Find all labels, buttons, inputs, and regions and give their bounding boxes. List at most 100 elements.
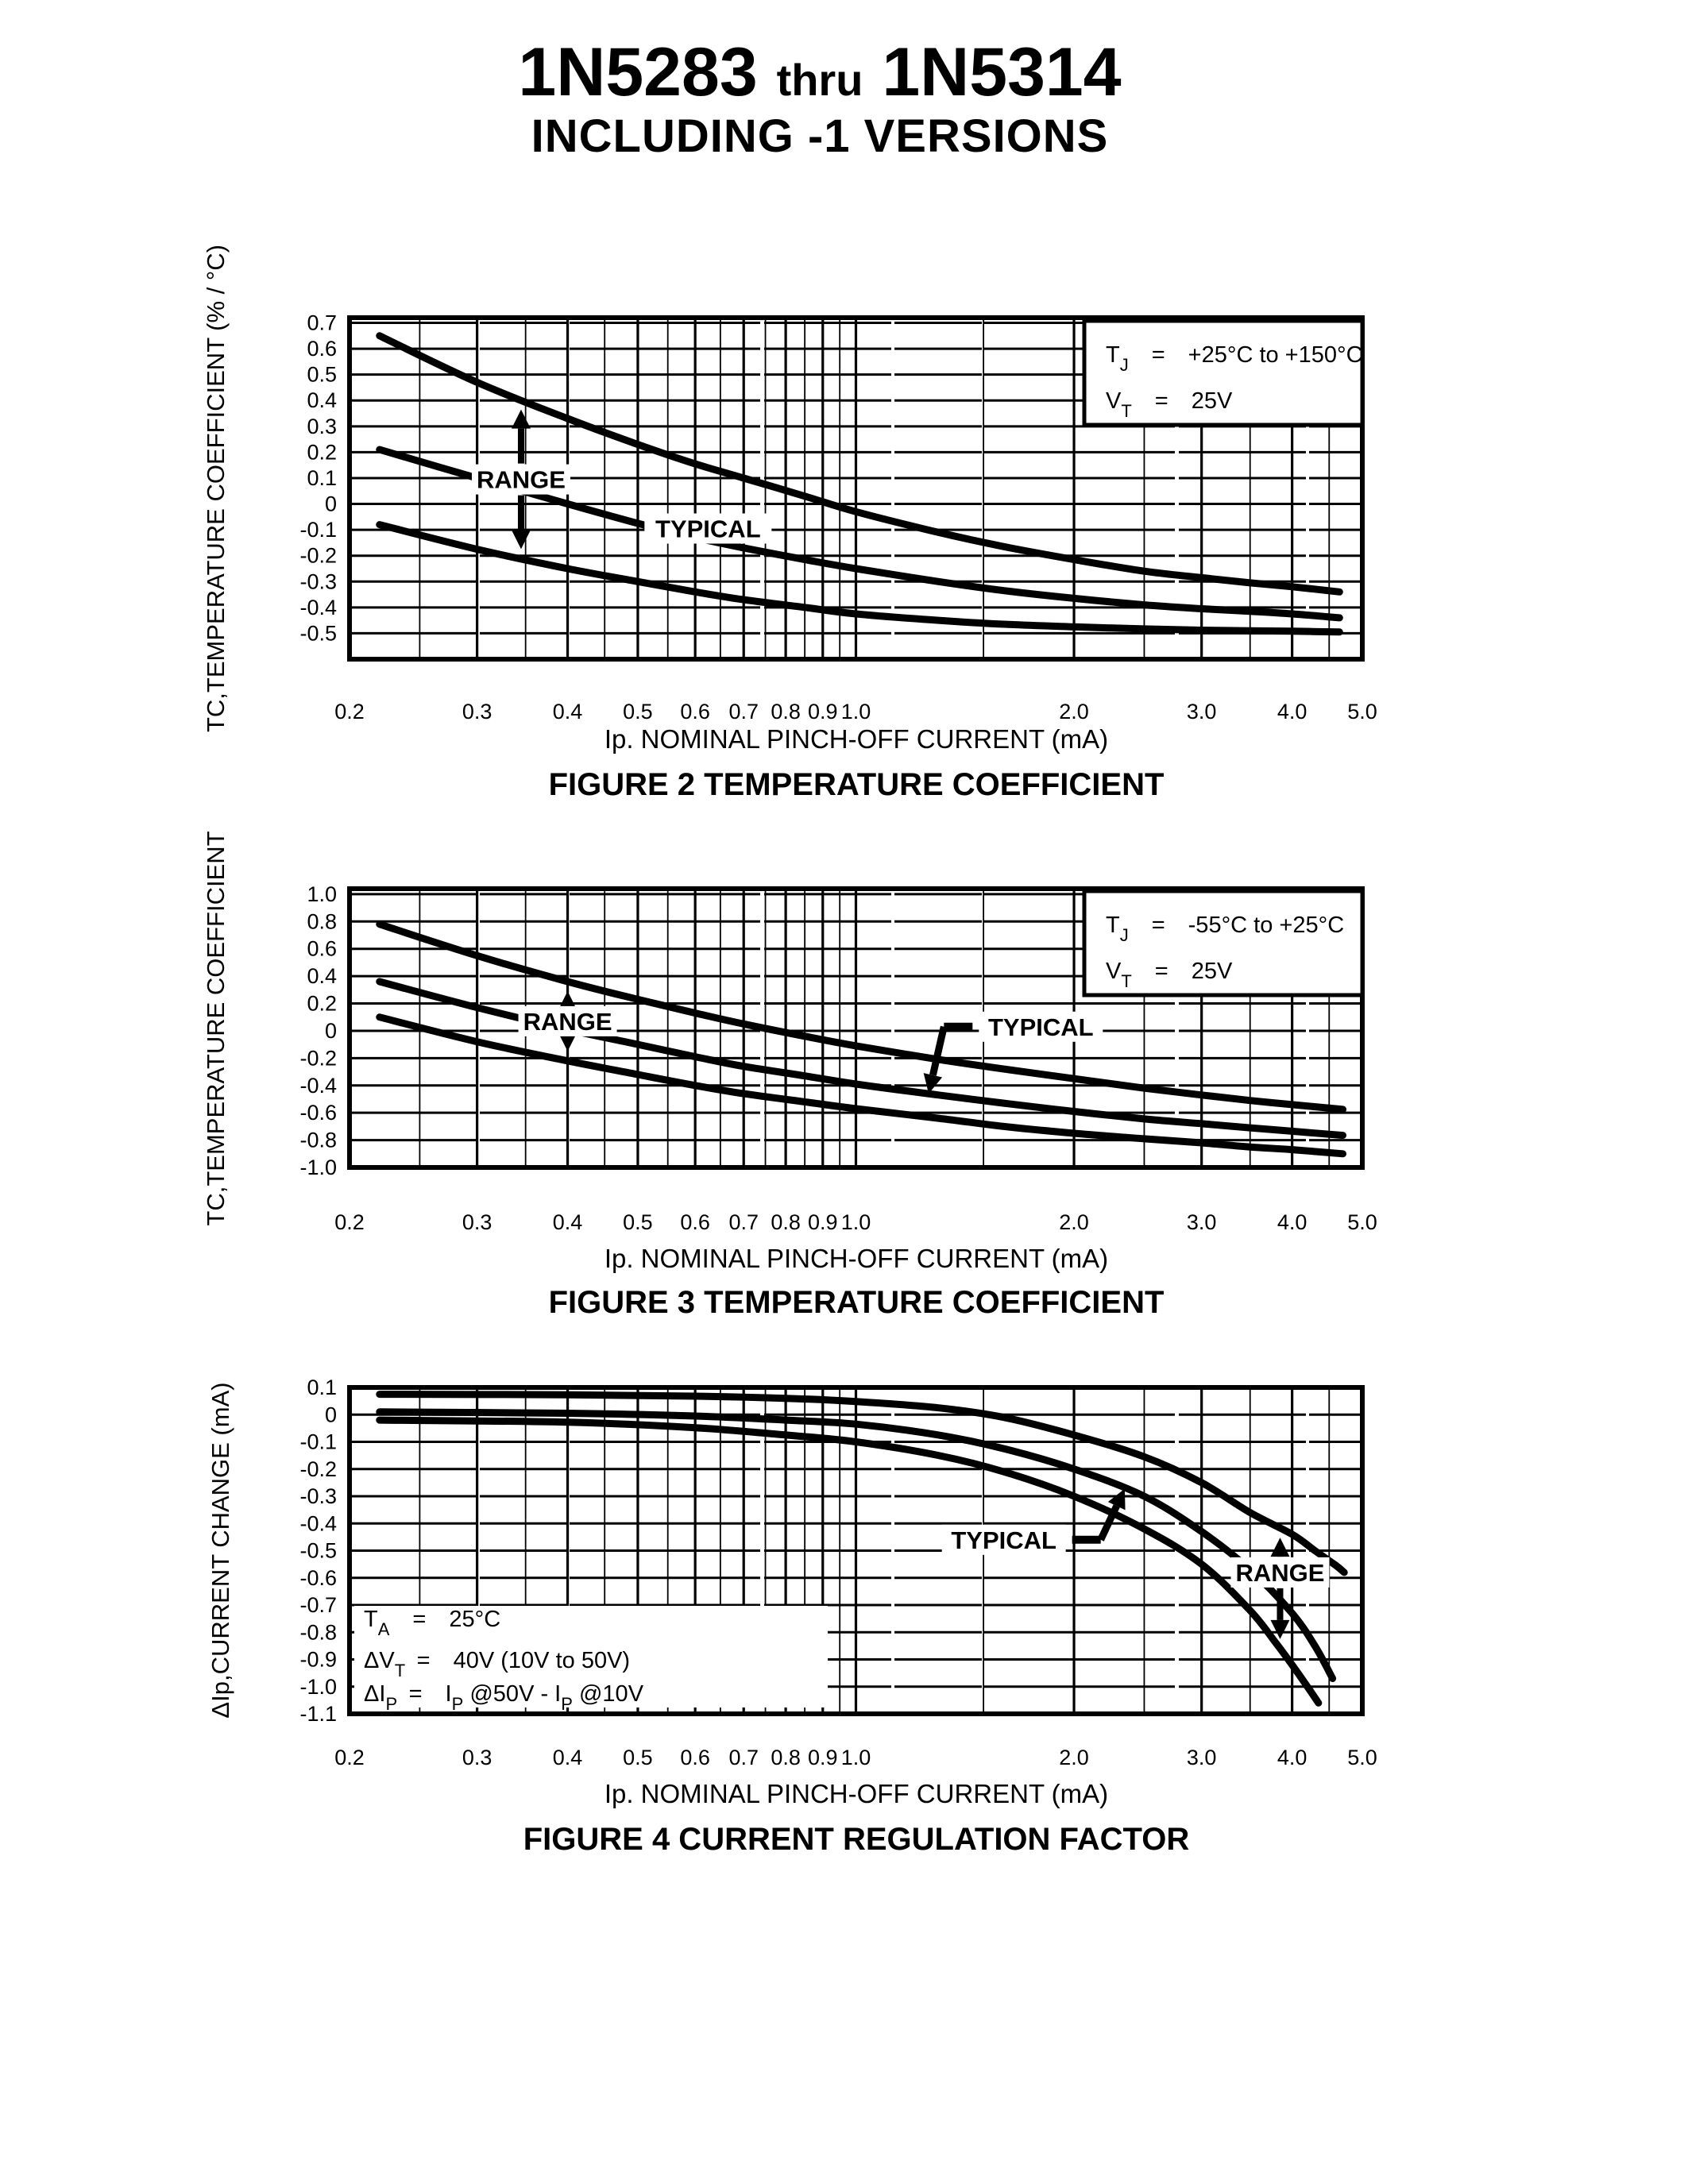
- svg-text:3.0: 3.0: [1187, 1210, 1217, 1234]
- svg-text:-0.2: -0.2: [299, 544, 337, 568]
- figure4-y-axis-label: ΔIp,CURRENT CHANGE (mA): [207, 1382, 234, 1719]
- svg-text:0.6: 0.6: [680, 700, 710, 723]
- svg-text:0.2: 0.2: [334, 1746, 365, 1769]
- svg-text:-0.9: -0.9: [299, 1648, 337, 1672]
- svg-text:0.7: 0.7: [307, 311, 337, 335]
- svg-text:5.0: 5.0: [1347, 700, 1377, 723]
- svg-text:0.6: 0.6: [680, 1210, 710, 1234]
- svg-text:TA = 25°C: TA = 25°C: [364, 1607, 500, 1639]
- svg-text:-0.3: -0.3: [299, 1484, 337, 1508]
- svg-text:0.3: 0.3: [462, 1746, 492, 1769]
- svg-text:4.0: 4.0: [1277, 1210, 1308, 1234]
- svg-text:0.2: 0.2: [334, 700, 365, 723]
- svg-text:3.0: 3.0: [1187, 1746, 1217, 1769]
- svg-text:RANGE: RANGE: [477, 466, 566, 494]
- svg-text:RANGE: RANGE: [523, 1008, 612, 1036]
- svg-text:0.3: 0.3: [462, 700, 492, 723]
- svg-text:VT = 25V: VT = 25V: [1106, 959, 1233, 991]
- svg-text:0: 0: [325, 1019, 337, 1043]
- svg-text:0.9: 0.9: [808, 1746, 838, 1769]
- svg-text:0.2: 0.2: [334, 1210, 365, 1234]
- svg-text:0: 0: [325, 1403, 337, 1426]
- svg-text:0.5: 0.5: [307, 363, 337, 387]
- svg-text:-0.8: -0.8: [299, 1129, 337, 1152]
- svg-text:0.4: 0.4: [553, 1746, 583, 1769]
- svg-text:-0.2: -0.2: [299, 1457, 337, 1481]
- svg-text:-0.5: -0.5: [299, 1539, 337, 1563]
- svg-text:0.3: 0.3: [462, 1210, 492, 1234]
- svg-text:0.8: 0.8: [771, 1210, 801, 1234]
- svg-text:0.5: 0.5: [623, 1746, 653, 1769]
- svg-text:0.5: 0.5: [623, 700, 653, 723]
- svg-text:0.3: 0.3: [307, 415, 337, 438]
- svg-text:TYPICAL: TYPICAL: [988, 1013, 1094, 1041]
- figure2-x-axis-label: Ip. NOMINAL PINCH-OFF CURRENT (mA): [604, 724, 1109, 754]
- svg-text:0.1: 0.1: [307, 1376, 337, 1399]
- svg-text:-1.0: -1.0: [299, 1675, 337, 1699]
- svg-text:2.0: 2.0: [1059, 1746, 1089, 1769]
- svg-text:0.4: 0.4: [307, 964, 337, 988]
- svg-text:0.6: 0.6: [307, 337, 337, 361]
- svg-text:0.7: 0.7: [728, 1746, 759, 1769]
- figure4-x-axis-label: Ip. NOMINAL PINCH-OFF CURRENT (mA): [604, 1779, 1109, 1808]
- svg-text:-0.4: -0.4: [299, 1074, 337, 1098]
- svg-text:0.6: 0.6: [680, 1746, 710, 1769]
- svg-text:1.0: 1.0: [841, 1210, 871, 1234]
- title-part-number-start: 1N5283: [518, 34, 758, 110]
- svg-text:1.0: 1.0: [307, 882, 337, 906]
- svg-text:VT = 25V: VT = 25V: [1106, 388, 1233, 421]
- svg-text:0.9: 0.9: [808, 700, 838, 723]
- svg-text:TJ = -55°C to +25°C: TJ = -55°C to +25°C: [1106, 913, 1344, 945]
- svg-text:2.0: 2.0: [1059, 1210, 1089, 1234]
- svg-text:-1.1: -1.1: [299, 1702, 337, 1726]
- svg-text:TYPICAL: TYPICAL: [655, 515, 761, 542]
- svg-text:0.2: 0.2: [307, 440, 337, 464]
- svg-text:3.0: 3.0: [1187, 700, 1217, 723]
- svg-text:0.8: 0.8: [771, 1746, 801, 1769]
- svg-text:-1.0: -1.0: [299, 1156, 337, 1179]
- figure3-y-axis-label: TC,TEMPERATURE COEFFICIENT: [202, 831, 230, 1226]
- svg-text:-0.4: -0.4: [299, 1511, 337, 1535]
- svg-text:4.0: 4.0: [1277, 700, 1308, 723]
- svg-text:4.0: 4.0: [1277, 1746, 1308, 1769]
- svg-text:-0.4: -0.4: [299, 596, 337, 619]
- svg-text:0.7: 0.7: [728, 1210, 759, 1234]
- svg-text:TYPICAL: TYPICAL: [951, 1526, 1056, 1554]
- svg-text:-0.6: -0.6: [299, 1566, 337, 1590]
- figure3-plot: 1.0 0.8 0.6 0.4 0.2 0 -0.2 -0.4 -0.6 -0.8 -1.0 0.2 0…: [299, 882, 1377, 1234]
- svg-text:-0.6: -0.6: [299, 1101, 337, 1125]
- svg-text:0.4: 0.4: [307, 388, 337, 412]
- figure2-y-axis-label: TC,TEMPERATURE COEFFICIENT (% / °C): [202, 244, 230, 733]
- figure4-caption: FIGURE 4 CURRENT REGULATION FACTOR: [523, 1822, 1190, 1857]
- svg-text:0.8: 0.8: [771, 700, 801, 723]
- svg-text:0.4: 0.4: [553, 700, 583, 723]
- svg-text:0.6: 0.6: [307, 937, 337, 961]
- svg-text:-0.2: -0.2: [299, 1046, 337, 1070]
- svg-text:0.5: 0.5: [623, 1210, 653, 1234]
- svg-text:-0.1: -0.1: [299, 1430, 337, 1454]
- svg-text:5.0: 5.0: [1347, 1746, 1377, 1769]
- figure4-plot: 0.1 0 -0.1 -0.2 -0.3 -0.4 -0.5 -0.6 -0.7 -0.8 -0.9…: [299, 1376, 1377, 1769]
- svg-text:ΔIP = IP @50V - IP @10V: ΔIP = IP @50V - IP @10V: [364, 1681, 644, 1714]
- page-subtitle: INCLUDING -1 VERSIONS: [531, 110, 1109, 162]
- figure2-caption: FIGURE 2 TEMPERATURE COEFFICIENT: [548, 767, 1165, 802]
- svg-text:0.7: 0.7: [728, 700, 759, 723]
- svg-text:TJ = +25°C to +150°C: TJ = +25°C to +150°C: [1106, 342, 1363, 375]
- svg-text:0.4: 0.4: [553, 1210, 583, 1234]
- svg-text:-0.3: -0.3: [299, 569, 337, 593]
- svg-text:-0.5: -0.5: [299, 621, 337, 645]
- title-thru-word: thru: [776, 55, 863, 105]
- svg-text:0.1: 0.1: [307, 466, 337, 490]
- svg-text:0.8: 0.8: [307, 909, 337, 933]
- svg-text:5.0: 5.0: [1347, 1210, 1377, 1234]
- figure2-plot: 0.70.60.50.40.30.20.10-0.1-0.2-0.3-0.4-0…: [299, 311, 1377, 723]
- svg-text:-0.8: -0.8: [299, 1620, 337, 1644]
- title-part-number-end: 1N5314: [882, 34, 1122, 110]
- svg-text:RANGE: RANGE: [1235, 1559, 1324, 1587]
- svg-text:0: 0: [325, 492, 337, 516]
- svg-text:1.0: 1.0: [841, 700, 871, 723]
- svg-text:0.9: 0.9: [808, 1210, 838, 1234]
- svg-text:-0.7: -0.7: [299, 1593, 337, 1617]
- svg-text:-0.1: -0.1: [299, 518, 337, 542]
- figure3-x-axis-label: Ip. NOMINAL PINCH-OFF CURRENT (mA): [604, 1244, 1109, 1273]
